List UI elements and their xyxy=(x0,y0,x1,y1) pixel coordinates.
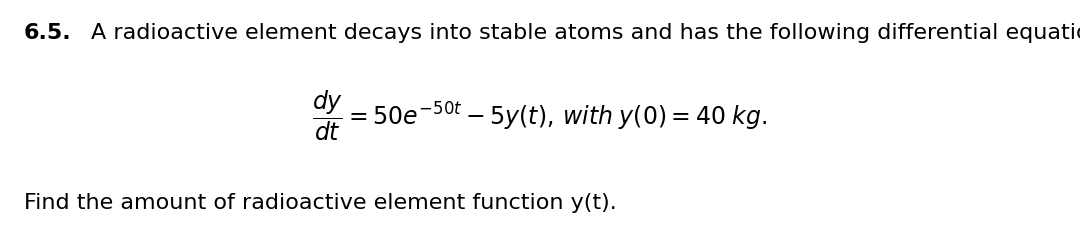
Text: A radioactive element decays into stable atoms and has the following differentia: A radioactive element decays into stable… xyxy=(91,23,1080,43)
Text: $\dfrac{dy}{dt} = 50e^{-50t} - 5y(t),\,with\; y(0) = 40\; kg.$: $\dfrac{dy}{dt} = 50e^{-50t} - 5y(t),\,w… xyxy=(312,88,768,143)
Text: 6.5.: 6.5. xyxy=(24,23,71,43)
Text: Find the amount of radioactive element function y(t).: Find the amount of radioactive element f… xyxy=(24,192,617,213)
